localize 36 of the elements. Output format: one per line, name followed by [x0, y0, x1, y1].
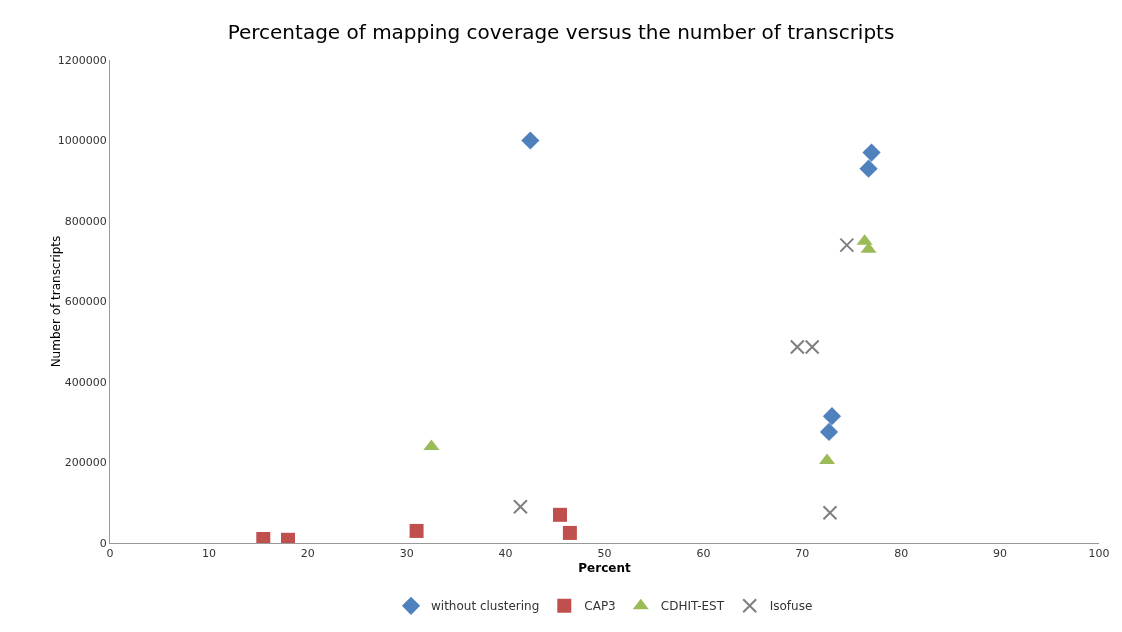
- y-tick-label: 400000: [64, 375, 107, 389]
- x-tick-label: 40: [498, 547, 513, 561]
- x-tick-label: 50: [597, 547, 612, 561]
- point: [819, 422, 839, 442]
- y-tick-label: 200000: [64, 456, 107, 470]
- y-tick-label: 1200000: [57, 53, 107, 67]
- x-tick-label: 10: [201, 547, 216, 561]
- y-tick-label: 800000: [64, 214, 107, 228]
- legend-label: without clustering: [431, 599, 540, 614]
- x-axis-title: Percent: [578, 561, 631, 576]
- point: [512, 499, 528, 515]
- point: [521, 131, 540, 150]
- point: [256, 531, 271, 543]
- y-tick-label: 0: [99, 536, 107, 550]
- x-tick-label: 100: [1088, 547, 1110, 561]
- y-tick-label: 600000: [64, 295, 107, 309]
- legend-label: CAP3: [584, 599, 616, 614]
- chart-title: Percentage of mapping coverage versus the number of transcripts: [227, 20, 895, 45]
- y-axis-title: Number of transcripts: [48, 235, 63, 368]
- x-tick-label: 60: [696, 547, 711, 561]
- legend-label: CDHIT-EST: [660, 599, 725, 614]
- x-tick-label: 20: [300, 547, 315, 561]
- x-tick-label: 80: [894, 547, 909, 561]
- point: [862, 143, 881, 162]
- point: [822, 505, 838, 521]
- point: [553, 507, 567, 522]
- point: [839, 237, 855, 253]
- x-tick-label: 70: [795, 547, 810, 561]
- y-tick-label: 1000000: [57, 134, 107, 148]
- x-tick-label: 30: [399, 547, 414, 561]
- point: [822, 407, 842, 426]
- point: [562, 525, 577, 540]
- point: [409, 523, 424, 538]
- x-tick-label: 90: [993, 547, 1008, 561]
- legend-label: Isofuse: [769, 599, 813, 614]
- point: [859, 159, 878, 178]
